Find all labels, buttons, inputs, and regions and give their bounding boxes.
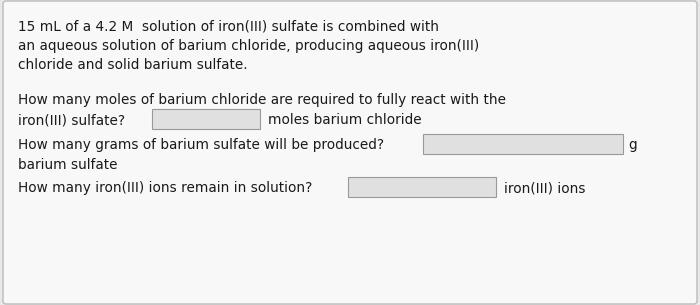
- Text: moles barium chloride: moles barium chloride: [268, 113, 421, 127]
- Text: iron(III) sulfate?: iron(III) sulfate?: [18, 113, 125, 127]
- FancyBboxPatch shape: [152, 109, 260, 129]
- Text: an aqueous solution of barium chloride, producing aqueous iron(III): an aqueous solution of barium chloride, …: [18, 39, 480, 53]
- FancyBboxPatch shape: [423, 134, 623, 154]
- Text: How many iron(III) ions remain in solution?: How many iron(III) ions remain in soluti…: [18, 181, 312, 195]
- Text: barium sulfate: barium sulfate: [18, 158, 118, 172]
- Text: How many grams of barium sulfate will be produced?: How many grams of barium sulfate will be…: [18, 138, 384, 152]
- FancyBboxPatch shape: [348, 177, 496, 197]
- Text: iron(III) ions: iron(III) ions: [504, 181, 585, 195]
- Text: g: g: [628, 138, 636, 152]
- FancyBboxPatch shape: [3, 1, 697, 304]
- Text: chloride and solid barium sulfate.: chloride and solid barium sulfate.: [18, 58, 248, 72]
- Text: How many moles of barium chloride are required to fully react with the: How many moles of barium chloride are re…: [18, 93, 506, 107]
- Text: 15 mL of a 4.2 M  solution of iron(III) sulfate is combined with: 15 mL of a 4.2 M solution of iron(III) s…: [18, 20, 439, 34]
